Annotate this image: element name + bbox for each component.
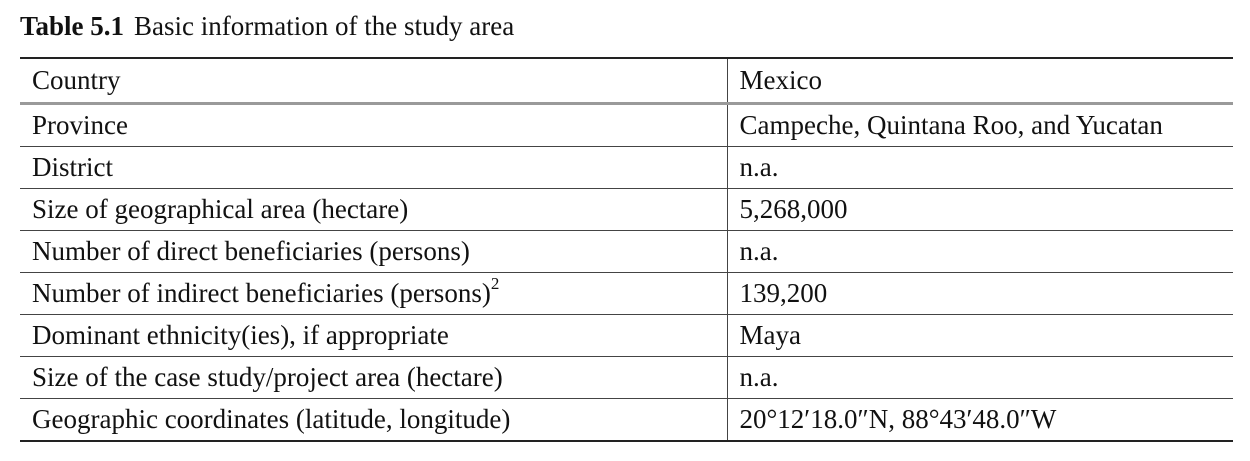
table-row: District n.a. <box>20 146 1233 189</box>
table-row: Size of the case study/project area (hec… <box>20 356 1233 399</box>
row-label: Dominant ethnicity(ies), if appropriate <box>20 314 727 357</box>
row-label-cell: Number of indirect beneficiaries (person… <box>20 272 727 315</box>
footnote-marker[interactable]: 2 <box>490 274 500 293</box>
study-area-table: Country Mexico Province Campeche, Quinta… <box>20 57 1233 442</box>
row-label: Number of direct beneficiaries (persons) <box>20 230 727 273</box>
table-title: Basic information of the study area <box>134 11 515 41</box>
row-label: Size of the case study/project area (hec… <box>20 356 727 399</box>
table-row: Number of indirect beneficiaries (person… <box>20 272 1233 315</box>
row-value: Maya <box>726 314 1233 357</box>
table-number: Table 5.1 <box>20 11 125 41</box>
table-row: Geographic coordinates (latitude, longit… <box>20 398 1233 442</box>
row-label: Size of geographical area (hectare) <box>20 188 727 231</box>
row-label: Number of indirect beneficiaries (person… <box>32 278 491 308</box>
row-label: Province <box>32 110 128 140</box>
row-value: 139,200 <box>726 272 1233 315</box>
row-value: Campeche, Quintana Roo, and Yucatan <box>726 103 1233 147</box>
row-value: n.a. <box>726 356 1233 399</box>
row-label: District <box>20 146 727 189</box>
table-header-row: Country Mexico <box>20 57 1233 105</box>
header-value: Mexico <box>726 57 1233 105</box>
row-value: n.a. <box>726 230 1233 273</box>
table-row: Dominant ethnicity(ies), if appropriate … <box>20 314 1233 357</box>
table-row: Number of direct beneficiaries (persons)… <box>20 230 1233 273</box>
table-caption: Table 5.1 Basic information of the study … <box>20 6 514 46</box>
row-value: 20°12′18.0″N, 88°43′48.0″W <box>726 398 1233 442</box>
header-label: Country <box>20 57 727 105</box>
table-row: Province Campeche, Quintana Roo, and Yuc… <box>20 103 1233 147</box>
table-row: Size of geographical area (hectare) 5,26… <box>20 188 1233 231</box>
row-label: Geographic coordinates (latitude, longit… <box>20 398 727 442</box>
row-value: n.a. <box>726 146 1233 189</box>
row-value: 5,268,000 <box>726 188 1233 231</box>
